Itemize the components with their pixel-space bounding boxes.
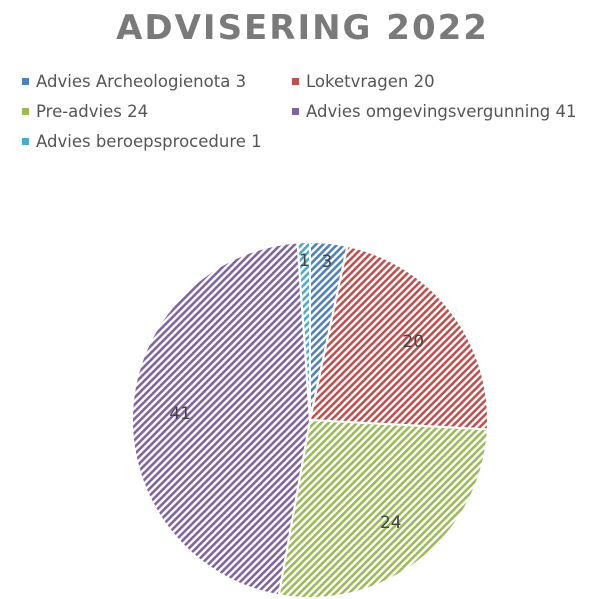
data-label-advies-archeologienota: 3 xyxy=(321,252,332,272)
pie-slice-pre-advies xyxy=(277,418,489,599)
data-label-advies-omgevingsvergunning: 41 xyxy=(169,404,191,424)
legend-item-advies-beroepsprocedure: Advies beroepsprocedure 1 xyxy=(22,132,262,151)
legend-label: Pre-advies 24 xyxy=(36,102,149,121)
legend-swatch xyxy=(292,78,299,85)
legend-swatch xyxy=(22,138,29,145)
data-label-advies-beroepsprocedure: 1 xyxy=(299,251,310,271)
data-label-loketvragen: 20 xyxy=(402,332,424,352)
pie-slice-advies-beroepsprocedure xyxy=(296,240,311,421)
legend-label: Loketvragen 20 xyxy=(306,72,435,91)
legend-item-pre-advies: Pre-advies 24 xyxy=(22,102,148,121)
chart-title: ADVISERING 2022 xyxy=(116,8,489,48)
legend-item-loketvragen: Loketvragen 20 xyxy=(292,72,435,91)
pie-slice-loketvragen xyxy=(308,244,489,431)
data-label-pre-advies: 24 xyxy=(380,513,402,533)
pie-slice-advies-omgevingsvergunning xyxy=(131,241,312,597)
legend-swatch xyxy=(292,108,299,115)
legend-label: Advies beroepsprocedure 1 xyxy=(36,132,262,151)
legend-item-advies-omgevingsvergunning: Advies omgevingsvergunning 41 xyxy=(292,102,577,121)
legend-swatch xyxy=(22,108,29,115)
legend-label: Advies Archeologienota 3 xyxy=(36,72,247,91)
legend-item-advies-archeologienota: Advies Archeologienota 3 xyxy=(22,72,246,91)
legend-label: Advies omgevingsvergunning 41 xyxy=(306,102,577,121)
legend-swatch xyxy=(22,78,29,85)
